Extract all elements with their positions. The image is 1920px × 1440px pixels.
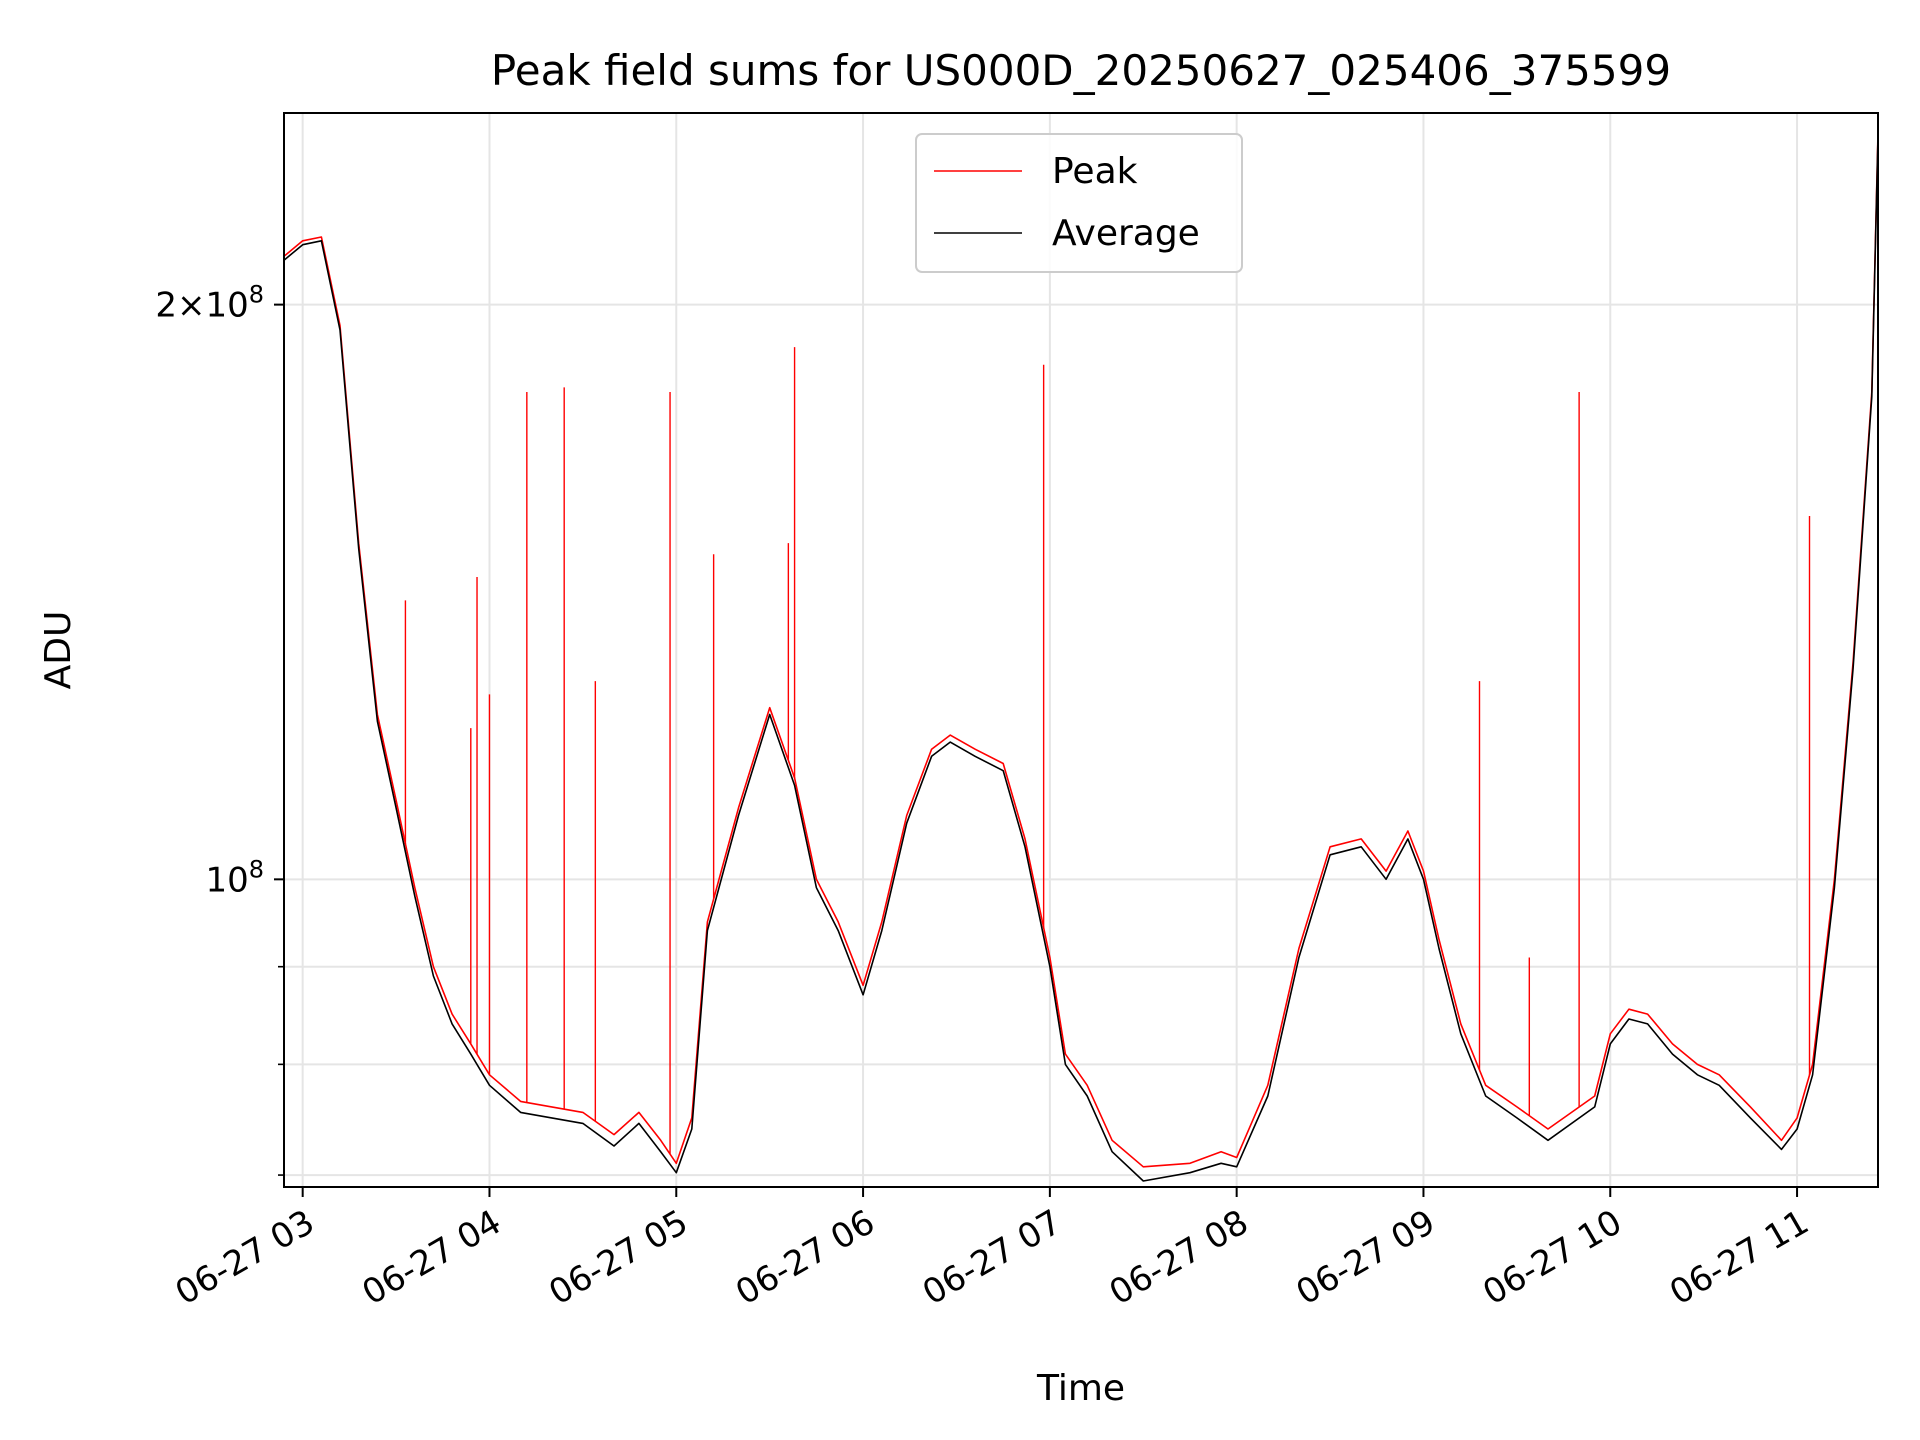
x-axis-label: Time (1036, 1368, 1125, 1409)
series-line-peak (283, 132, 1879, 1168)
legend-box (915, 133, 1243, 273)
chart-title: Peak field sums for US000D_20250627_0254… (491, 46, 1671, 95)
legend: Peak Average (915, 133, 1243, 273)
plot-series (283, 132, 1879, 1182)
y-axis-label: ADU (38, 611, 79, 690)
legend-label-average: Average (1052, 213, 1200, 254)
legend-label-peak: Peak (1052, 151, 1138, 192)
grid (284, 113, 1878, 1187)
series-line-average (283, 135, 1879, 1182)
y-tick-label: 2×108 (155, 281, 264, 326)
plot-frame (283, 112, 1879, 1188)
y-tick-label: 108 (205, 855, 264, 900)
